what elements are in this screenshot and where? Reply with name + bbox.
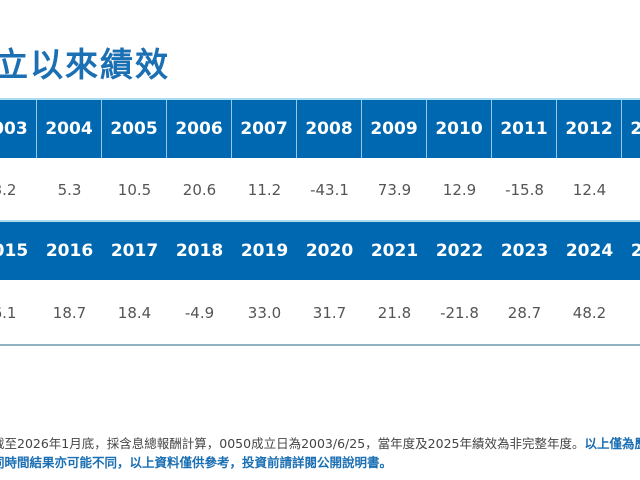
return-value-cell: 12.9 (442, 181, 477, 199)
disclaimer-note: 截至2026年1月底，採含息總報酬計算，0050成立日為2003/6/25，當年… (0, 434, 640, 472)
return-value-cell: -43.1 (310, 181, 349, 199)
year-header-cell: 2020 (305, 241, 354, 261)
year-header-cell: 2019 (240, 241, 289, 261)
return-values-row-2: 6.1 18.7 18.4 -4.9 33.0 31.7 21.8 -21.8 … (0, 283, 640, 343)
year-header-cell: 2022 (435, 241, 484, 261)
return-value-cell: 33.0 (247, 304, 282, 322)
year-header-cell: 2007 (232, 100, 297, 158)
return-value-cell: 11.2 (247, 181, 282, 199)
disclaimer-text: 截至2026年1月底，採含息總報酬計算，0050成立日為2003/6/25，當年… (0, 436, 585, 451)
disclaimer-highlight: 同時間結果亦可能不同，以上資料僅供參考，投資前請詳閱公開說明書。 (0, 455, 393, 470)
return-value-cell: 73.9 (377, 181, 412, 199)
return-value-cell (622, 160, 640, 220)
return-value-cell: 12.4 (572, 181, 607, 199)
year-header-cell: 2017 (110, 241, 159, 261)
return-value-cell: 31.7 (312, 304, 347, 322)
return-value-cell: 21.8 (377, 304, 412, 322)
return-value-cell: 10.5 (117, 181, 152, 199)
return-value-cell: 18.4 (117, 304, 152, 322)
year-header-cell: 2009 (362, 100, 427, 158)
table-top-divider (0, 98, 640, 100)
year-header-cell: 2013 (622, 100, 640, 158)
return-value-cell: -4.9 (184, 304, 215, 322)
year-header-cell: 2016 (45, 241, 94, 261)
year-header-cell: 2012 (557, 100, 622, 158)
year-header-cell: 2024 (565, 241, 614, 261)
return-value-cell: 20.6 (182, 181, 217, 199)
year-header-cell: 2021 (370, 241, 419, 261)
disclaimer-line-1: 截至2026年1月底，採含息總報酬計算，0050成立日為2003/6/25，當年… (0, 434, 640, 453)
year-header-cell: 2011 (492, 100, 557, 158)
year-header-cell: 2006 (167, 100, 232, 158)
return-values-row-1: 3.2 5.3 10.5 20.6 11.2 -43.1 73.9 12.9 -… (0, 160, 640, 220)
table-bottom-divider (0, 344, 640, 346)
year-header-cell: 2004 (37, 100, 102, 158)
row-2-top-divider (0, 220, 640, 222)
return-value-cell: -21.8 (440, 304, 479, 322)
year-header-cell: 2008 (297, 100, 362, 158)
year-header-cell: 2010 (427, 100, 492, 158)
return-value-cell (622, 283, 640, 343)
return-value-cell: -15.8 (505, 181, 544, 199)
year-header-cell: 2025 (630, 241, 640, 261)
page-title: 成立以來績效 (0, 45, 170, 84)
disclaimer-highlight: 以上僅為歷史 (584, 436, 640, 451)
disclaimer-line-2: 同時間結果亦可能不同，以上資料僅供參考，投資前請詳閱公開說明書。 (0, 453, 640, 472)
year-header-cell: 2018 (175, 241, 224, 261)
year-header-cell: 2003 (0, 100, 37, 158)
year-header-cell: 2015 (0, 241, 29, 261)
return-value-cell: 3.2 (0, 181, 17, 199)
return-value-cell: 6.1 (0, 304, 17, 322)
year-header-row-1: 2003 2004 2005 2006 2007 2008 2009 2010 … (0, 100, 640, 158)
return-value-cell: 48.2 (572, 304, 607, 322)
return-value-cell: 18.7 (52, 304, 87, 322)
return-value-cell: 5.3 (57, 181, 82, 199)
return-value-cell: 28.7 (507, 304, 542, 322)
year-header-cell: 2023 (500, 241, 549, 261)
year-header-row-2: 2015 2016 2017 2018 2019 2020 2021 2022 … (0, 222, 640, 280)
year-header-cell: 2005 (102, 100, 167, 158)
